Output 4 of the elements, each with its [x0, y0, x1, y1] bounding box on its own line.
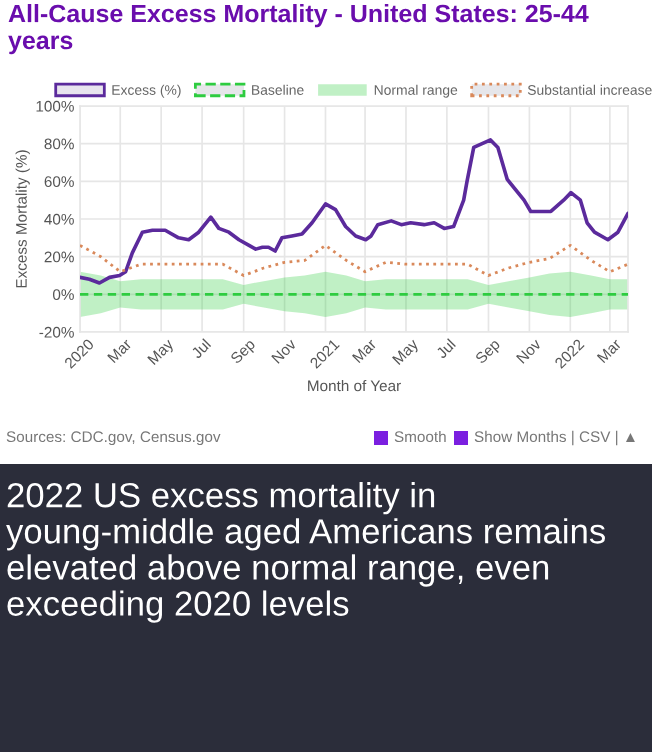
line-series	[80, 138, 628, 285]
line-series	[80, 243, 628, 277]
text: 2022 US excess mortality in young-middle aged Americans remains elevated above normal range, even exceeding 2020 levels	[6, 482, 605, 623]
chart-title: All-Cause Excess Mortality - United States: 25-44 years	[8, 4, 589, 55]
